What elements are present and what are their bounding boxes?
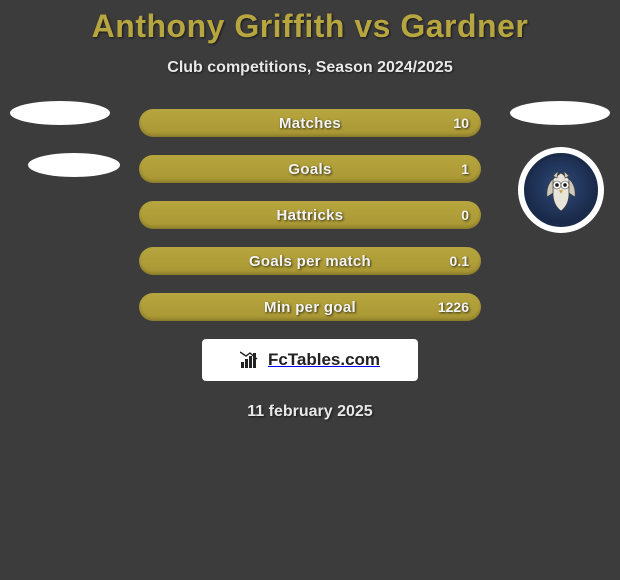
right-team-badges xyxy=(510,101,610,233)
stat-value-right: 1226 xyxy=(438,293,469,321)
stat-bar-goals-per-match: Goals per match 0.1 xyxy=(139,247,481,275)
stat-bar-goals: Goals 1 xyxy=(139,155,481,183)
team-badge-placeholder xyxy=(28,153,120,177)
stat-bar-matches: Matches 10 xyxy=(139,109,481,137)
team-badge-placeholder xyxy=(510,101,610,125)
page-title: Anthony Griffith vs Gardner xyxy=(0,0,620,45)
oldham-athletic-crest xyxy=(518,147,604,233)
stats-bars: Matches 10 Goals 1 Hattricks 0 Goals per… xyxy=(139,109,481,321)
stat-label: Goals per match xyxy=(139,247,481,275)
stat-value-right: 0 xyxy=(461,201,469,229)
footer-date: 11 february 2025 xyxy=(0,403,620,421)
stat-value-right: 1 xyxy=(461,155,469,183)
stat-label: Goals xyxy=(139,155,481,183)
stat-label: Matches xyxy=(139,109,481,137)
owl-icon xyxy=(534,163,588,217)
bar-chart-icon xyxy=(240,350,262,370)
team-badge-placeholder xyxy=(10,101,110,125)
stat-value-right: 10 xyxy=(453,109,469,137)
stats-area: Matches 10 Goals 1 Hattricks 0 Goals per… xyxy=(0,109,620,321)
page-subtitle: Club competitions, Season 2024/2025 xyxy=(0,59,620,77)
stat-label: Hattricks xyxy=(139,201,481,229)
left-team-badges xyxy=(10,101,110,205)
stat-label: Min per goal xyxy=(139,293,481,321)
stat-bar-min-per-goal: Min per goal 1226 xyxy=(139,293,481,321)
stat-bar-hattricks: Hattricks 0 xyxy=(139,201,481,229)
stat-value-right: 0.1 xyxy=(450,247,469,275)
brand-link[interactable]: FcTables.com xyxy=(202,339,418,381)
brand-text: FcTables.com xyxy=(268,350,380,370)
